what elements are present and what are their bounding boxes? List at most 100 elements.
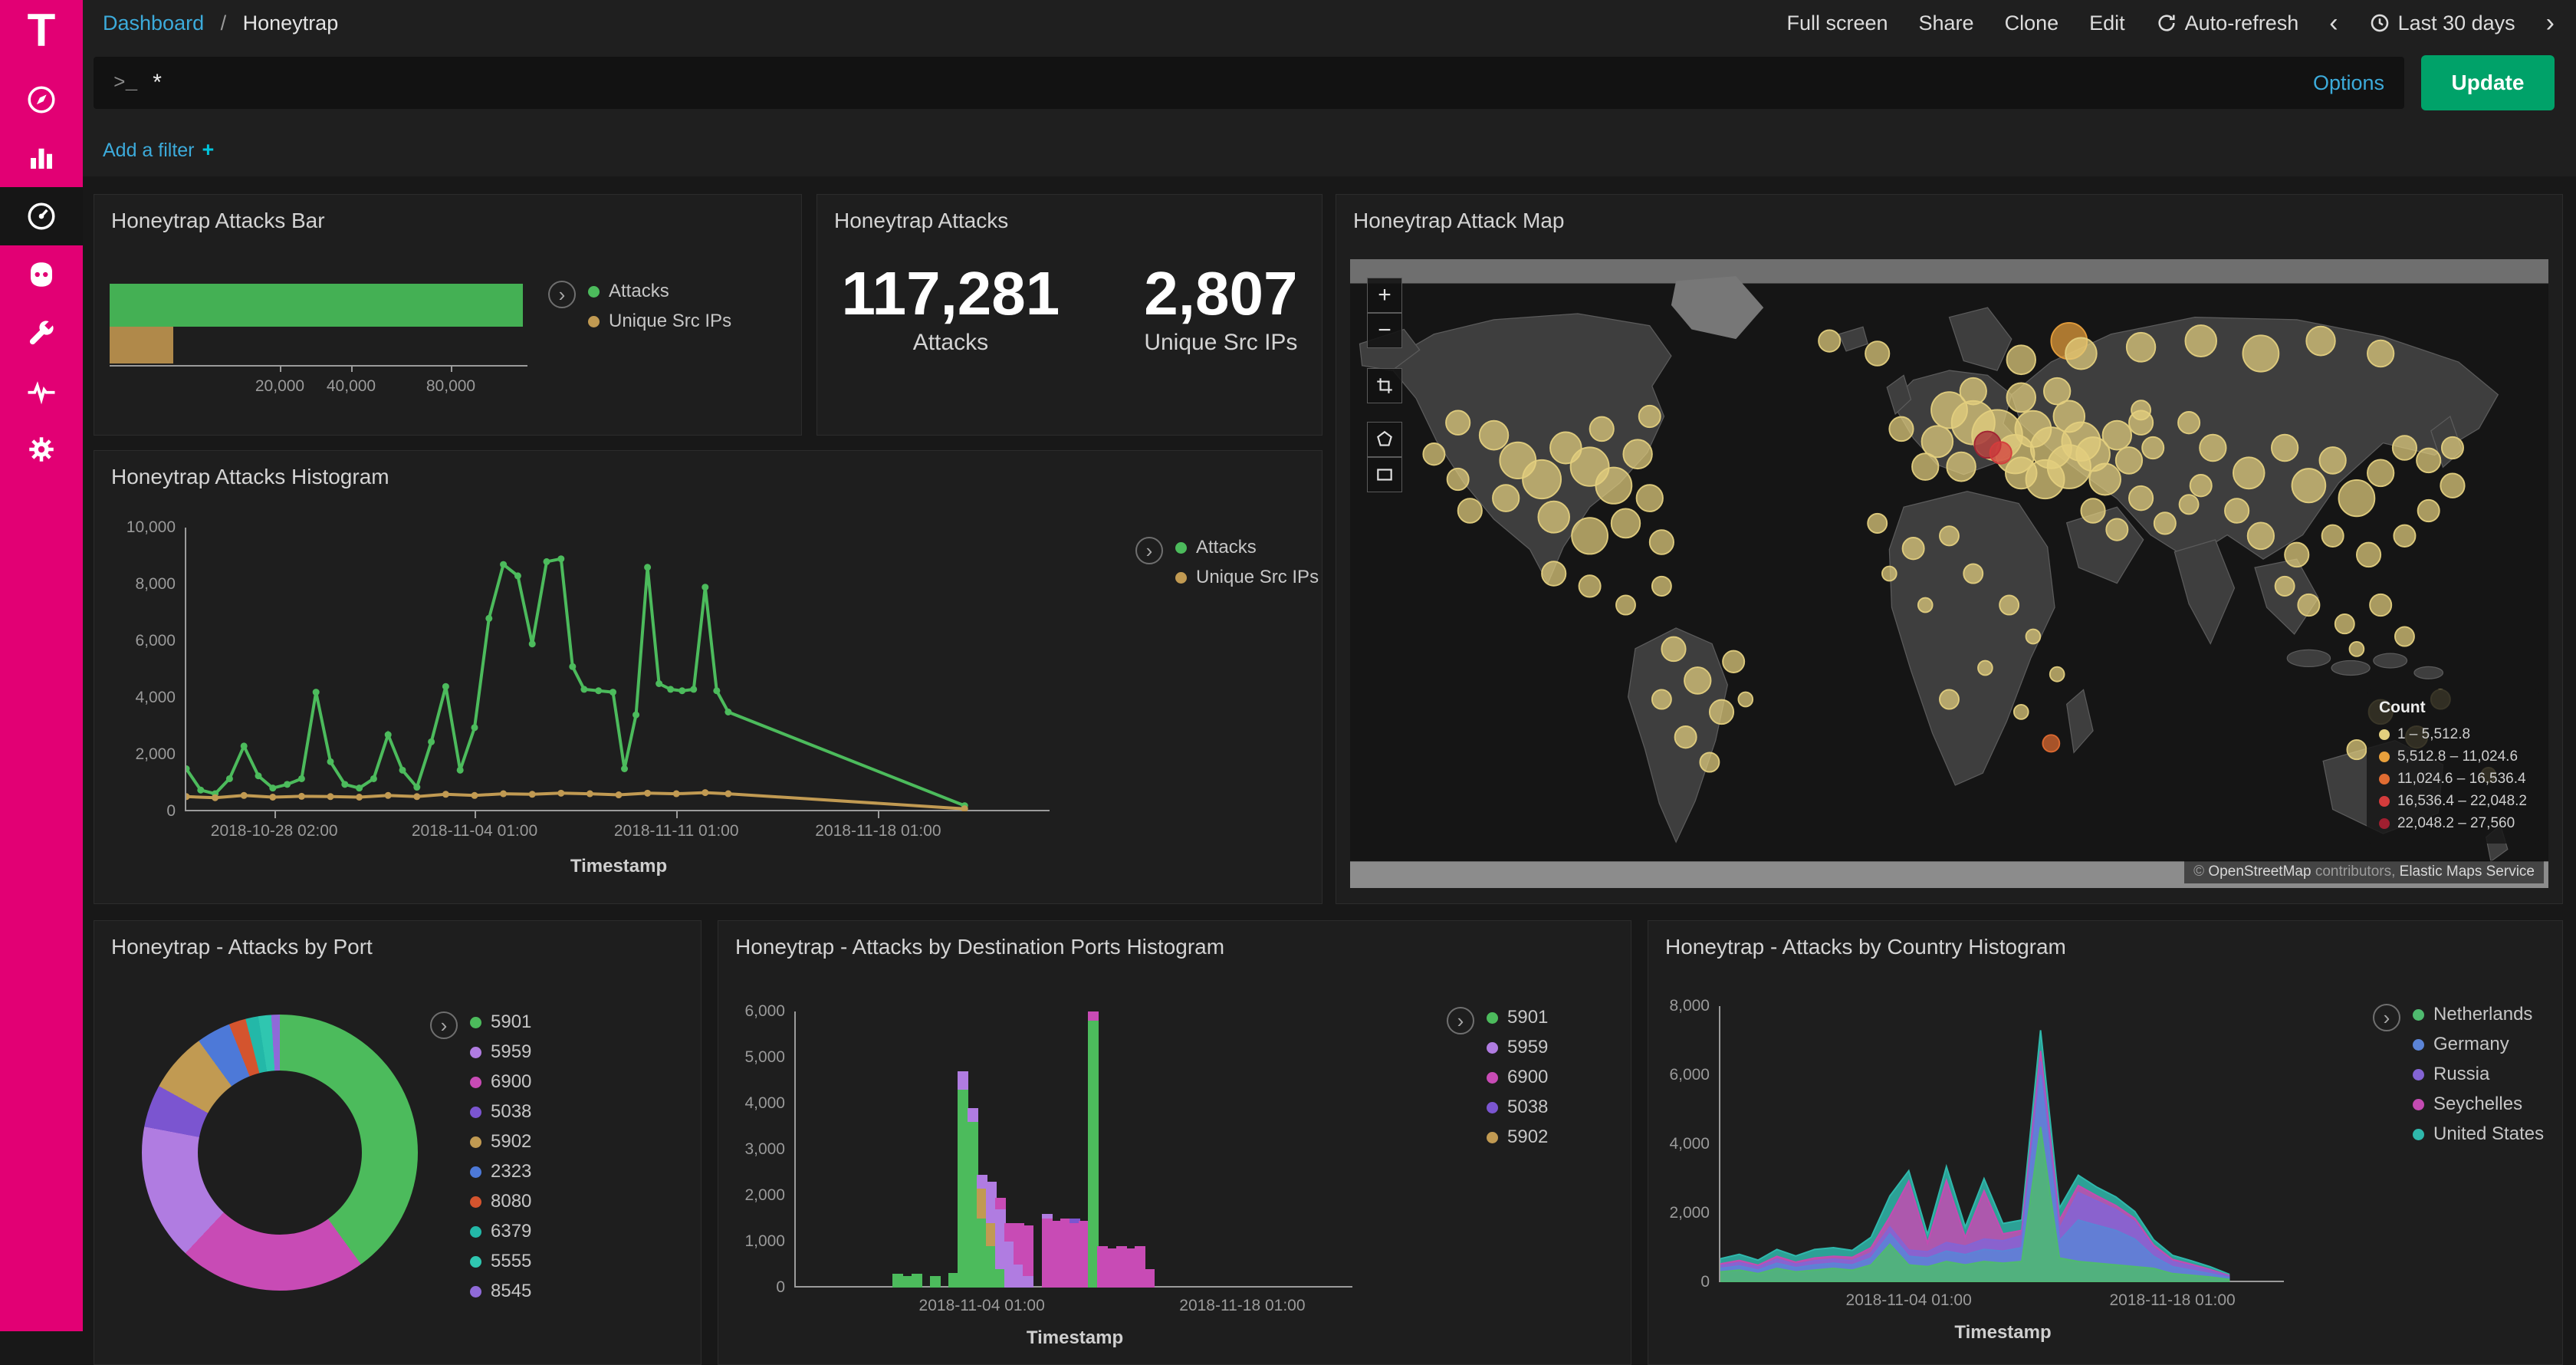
dest-ports-legend-item[interactable]: 5901 — [1487, 1007, 1548, 1028]
map-point[interactable] — [1542, 561, 1566, 586]
map-point[interactable] — [2367, 459, 2394, 486]
map-point[interactable] — [1868, 514, 1887, 533]
ports-legend-item[interactable]: 5902 — [470, 1131, 531, 1153]
legend-toggle-icon[interactable]: › — [2373, 1004, 2400, 1031]
map-point[interactable] — [1423, 443, 1444, 465]
map-point[interactable] — [2417, 449, 2440, 473]
map-point[interactable] — [2440, 473, 2464, 498]
map-point[interactable] — [1940, 526, 1959, 545]
map-point[interactable] — [1922, 426, 1953, 457]
map-point[interactable] — [1912, 453, 1938, 480]
sidebar-item-heartbeat[interactable] — [0, 362, 83, 420]
bar-segment-port-5901[interactable] — [912, 1274, 922, 1288]
map-point[interactable] — [2285, 543, 2308, 567]
map-point[interactable] — [2127, 333, 2156, 362]
map-point[interactable] — [2335, 614, 2354, 633]
dest-ports-legend-item[interactable]: 5038 — [1487, 1097, 1548, 1118]
openstreetmap-link[interactable]: OpenStreetMap — [2208, 863, 2311, 880]
map-point[interactable] — [2178, 412, 2200, 433]
ports-legend-item[interactable]: 5959 — [470, 1041, 531, 1063]
map-point[interactable] — [2322, 525, 2344, 547]
elastic-maps-link[interactable]: Elastic Maps Service — [2400, 863, 2535, 880]
map-point[interactable] — [1523, 460, 1561, 498]
time-next-button[interactable]: › — [2546, 12, 2555, 34]
map-point[interactable] — [2233, 457, 2265, 488]
sidebar-item-dashboard[interactable] — [0, 187, 83, 245]
map-point[interactable] — [2106, 518, 2128, 540]
map-point[interactable] — [2298, 594, 2319, 616]
map-point[interactable] — [1889, 417, 1913, 442]
telekom-logo[interactable]: T — [28, 6, 56, 55]
zoom-in-button[interactable]: + — [1367, 278, 1402, 313]
map-point[interactable] — [2338, 480, 2374, 516]
bar-unique-src-ips[interactable] — [110, 327, 173, 363]
bar-segment-port-5959[interactable] — [1042, 1214, 1053, 1219]
sidebar-item-wrench[interactable] — [0, 304, 83, 362]
map-point[interactable] — [1480, 421, 1509, 450]
fullscreen-button[interactable]: Full screen — [1786, 12, 1888, 35]
map-point[interactable] — [2007, 345, 2036, 374]
country-legend-item[interactable]: United States — [2413, 1123, 2544, 1145]
bar-attacks[interactable] — [110, 284, 523, 327]
sidebar-item-visualize[interactable] — [0, 129, 83, 187]
sidebar-item-discover[interactable] — [0, 71, 83, 129]
map-point[interactable] — [2007, 383, 2036, 412]
auto-refresh-button[interactable]: Auto-refresh — [2156, 12, 2299, 35]
attacks-bar-legend-item[interactable]: Attacks — [588, 281, 731, 302]
query-options-link[interactable]: Options — [2313, 71, 2384, 95]
share-button[interactable]: Share — [1919, 12, 1974, 35]
map-point[interactable] — [2116, 447, 2142, 474]
map-point[interactable] — [1723, 651, 1744, 673]
bar-segment-port-6900[interactable] — [995, 1198, 1006, 1209]
map-point[interactable] — [1882, 567, 1897, 581]
ports-legend-item[interactable]: 8080 — [470, 1191, 531, 1212]
dest-ports-legend-item[interactable]: 5902 — [1487, 1127, 1548, 1148]
map-point[interactable] — [1579, 575, 1601, 597]
bar-segment-port-5901[interactable] — [930, 1276, 941, 1288]
legend-toggle-icon[interactable]: › — [430, 1011, 458, 1039]
map-point[interactable] — [2081, 498, 2104, 523]
legend-toggle-icon[interactable]: › — [1135, 537, 1163, 564]
map-point[interactable] — [2154, 512, 2176, 534]
query-input[interactable]: >_ * Options — [94, 57, 2404, 109]
ports-legend-item[interactable]: 8545 — [470, 1281, 531, 1302]
ports-legend-item[interactable]: 6900 — [470, 1071, 531, 1093]
map-point[interactable] — [2350, 642, 2364, 656]
map-point[interactable] — [2442, 437, 2463, 459]
dest-ports-legend-item[interactable]: 6900 — [1487, 1067, 1548, 1088]
map-point[interactable] — [2185, 325, 2216, 357]
map-point[interactable] — [1458, 498, 1482, 523]
sidebar-item-spy[interactable] — [0, 245, 83, 304]
bar-segment-port-5959[interactable] — [968, 1108, 978, 1122]
map-point[interactable] — [1612, 508, 1641, 538]
bar-segment-port-5959[interactable] — [958, 1071, 968, 1090]
map-point[interactable] — [2142, 437, 2164, 459]
map-point[interactable] — [2044, 378, 2070, 405]
ports-legend-item[interactable]: 5901 — [470, 1011, 531, 1033]
map-point[interactable] — [1684, 667, 1710, 694]
map-point[interactable] — [2394, 525, 2415, 547]
map-point[interactable] — [2292, 469, 2326, 502]
map-point[interactable] — [1990, 442, 2012, 463]
attacks-histogram-legend-item[interactable]: Attacks — [1175, 537, 1319, 558]
map-point[interactable] — [2272, 435, 2298, 462]
crop-tool-button[interactable] — [1367, 368, 1402, 403]
map-point[interactable] — [1637, 485, 1663, 511]
dest-ports-legend-item[interactable]: 5959 — [1487, 1037, 1548, 1058]
map-point[interactable] — [1918, 598, 1933, 613]
map-point[interactable] — [1999, 595, 2019, 614]
map-point[interactable] — [2129, 486, 2153, 511]
map-point[interactable] — [1650, 530, 1674, 554]
map-point[interactable] — [2242, 335, 2279, 371]
country-legend-item[interactable]: Germany — [2413, 1034, 2544, 1055]
map-point[interactable] — [1865, 341, 1889, 366]
time-prev-button[interactable]: ‹ — [2329, 12, 2338, 34]
map-point[interactable] — [1595, 468, 1631, 504]
map-point[interactable] — [2131, 400, 2150, 419]
bar-segment-port-6900[interactable] — [1088, 1011, 1099, 1021]
